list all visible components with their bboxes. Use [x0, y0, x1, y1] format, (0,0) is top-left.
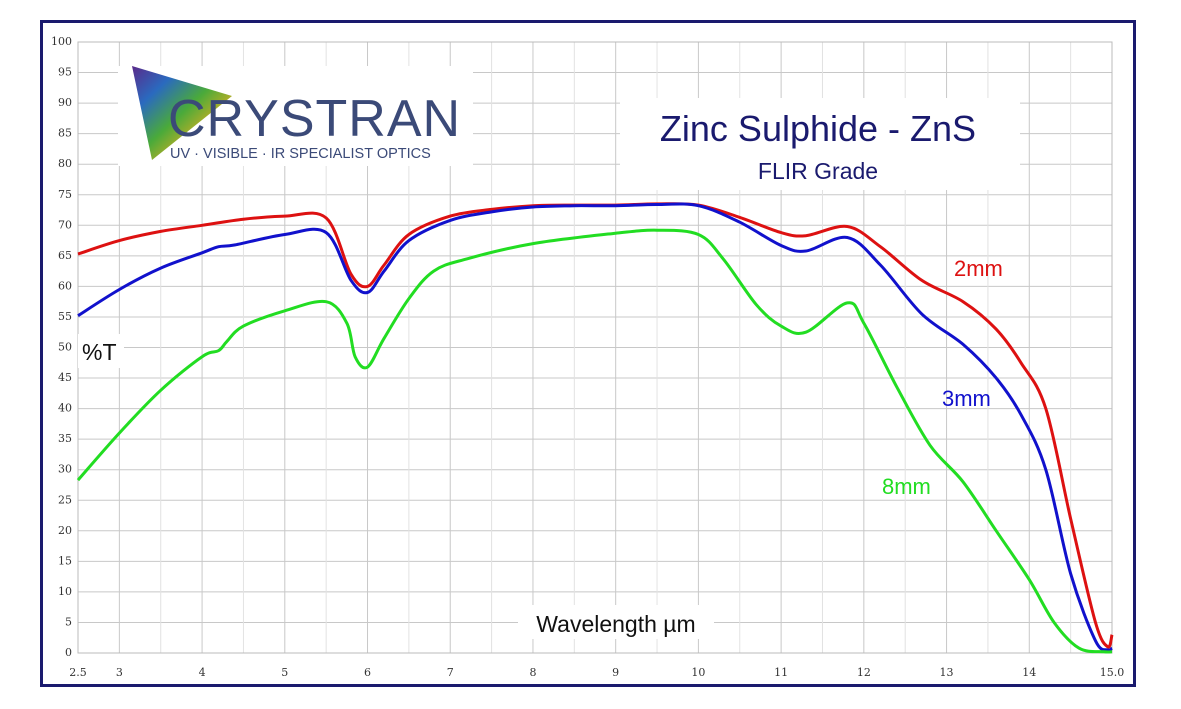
prism-logo-icon	[132, 66, 232, 160]
x-tick-label: 6	[364, 666, 371, 679]
x-tick-label: 9	[612, 666, 619, 679]
y-tick-label: 60	[58, 279, 72, 292]
chart-title: Zinc Sulphide - ZnS	[660, 108, 976, 149]
y-tick-label: 45	[58, 371, 72, 384]
y-tick-label: 90	[58, 96, 72, 109]
y-tick-label: 50	[58, 341, 72, 354]
x-tick-label: 3	[116, 666, 123, 679]
series-line-8mm	[76, 228, 1113, 654]
y-tick-label: 5	[65, 615, 72, 628]
chart-frame	[40, 20, 1136, 687]
x-axis-ticks: 2.5 3 4 5 6 7 8 9 10 11 12 13 14 15.0	[69, 666, 1124, 679]
y-axis-ticks: 0 5 10 15 20 25 30 35 40 45 50 55 60 65 70 75 80 85 90 95 10…	[51, 35, 72, 659]
y-tick-label: 15	[58, 554, 72, 567]
x-tick-label: 7	[447, 666, 454, 679]
x-tick-label: 14	[1022, 666, 1036, 679]
y-tick-label: 75	[58, 188, 72, 201]
y-tick-label: 55	[58, 310, 72, 323]
series-lines	[76, 202, 1114, 654]
y-tick-label: 95	[58, 66, 72, 79]
x-tick-label: 10	[691, 666, 705, 679]
series-label-8mm: 8mm	[882, 474, 931, 499]
chart-subtitle: FLIR Grade	[758, 158, 878, 184]
y-tick-label: 10	[58, 585, 72, 598]
y-tick-label: 35	[58, 432, 72, 445]
y-tick-label: 20	[58, 524, 72, 537]
x-axis-label: Wavelength µm	[536, 611, 695, 637]
y-axis-label: %T	[82, 339, 117, 365]
x-tick-label: 12	[857, 666, 871, 679]
logo-tagline: UV · VISIBLE · IR SPECIALIST OPTICS	[170, 146, 431, 162]
y-tick-label: 100	[51, 35, 72, 48]
x-tick-label: 8	[529, 666, 536, 679]
y-tick-label: 65	[58, 249, 72, 262]
series-line-3mm	[77, 202, 1113, 652]
series-labels: 2mm 3mm 8mm	[882, 256, 1003, 499]
y-tick-label: 85	[58, 127, 72, 140]
y-tick-label: 70	[58, 218, 72, 231]
y-tick-label: 30	[58, 463, 72, 476]
crystran-logo: CRYSTRAN UV · VISIBLE · IR SPECIALIST OP…	[118, 66, 473, 166]
x-tick-label: 15.0	[1100, 666, 1125, 679]
logo-name: CRYSTRAN	[168, 90, 461, 148]
x-tick-label: 2.5	[69, 666, 87, 679]
y-tick-label: 25	[58, 493, 72, 506]
x-tick-label: 11	[774, 666, 788, 679]
y-tick-label: 40	[58, 402, 72, 415]
x-tick-label: 5	[281, 666, 288, 679]
x-tick-label: 13	[940, 666, 954, 679]
series-label-2mm: 2mm	[954, 256, 1003, 281]
series-label-3mm: 3mm	[942, 386, 991, 411]
y-tick-label: 80	[58, 157, 72, 170]
x-tick-label: 4	[199, 666, 206, 679]
y-tick-label: 0	[65, 646, 72, 659]
